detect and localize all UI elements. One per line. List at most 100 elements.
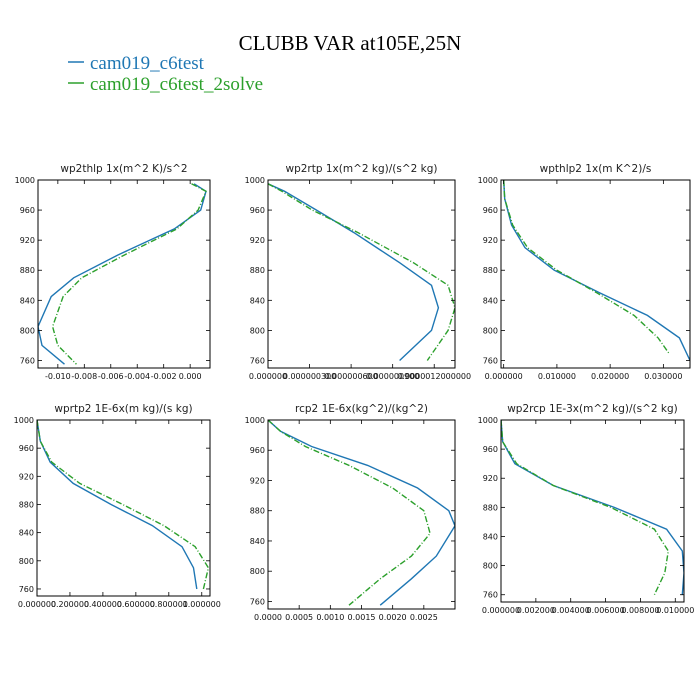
panel-3: wpthlp2 1x(m K^2)/s 760 800 840 880 920 960 100… <box>478 163 691 381</box>
x-tick-label: 0.000000900 <box>366 372 419 381</box>
x-tick-label: 0.000 <box>179 372 202 381</box>
y-tick-label: 920 <box>250 236 265 245</box>
x-tick-label: 1.000000 <box>183 600 221 609</box>
x-tick-label: -0.002 <box>151 372 177 381</box>
panel-title: wpthlp2 1x(m K^2)/s <box>540 163 652 175</box>
y-tick-label: 840 <box>250 296 265 305</box>
x-tick-label: 0.002000 <box>517 606 555 615</box>
panel-5: rcp2 1E-6x(kg^2)/(kg^2) 760 800 840 880 920 96… <box>245 403 456 622</box>
panel-title: wp2rcp 1E-3x(m^2 kg)/(s^2 kg) <box>507 403 678 415</box>
legend-label-2: cam019_c6test_2solve <box>90 74 263 95</box>
y-tick-label: 800 <box>250 326 265 335</box>
x-tick-label: 0.004000 <box>552 606 590 615</box>
panel-title: wprtp2 1E-6x(m kg)/(s kg) <box>54 403 192 415</box>
y-tick-label: 1000 <box>245 416 265 425</box>
panel-frame <box>500 179 691 369</box>
x-tick-label: 0.006000 <box>586 606 624 615</box>
y-tick-label: 920 <box>483 236 498 245</box>
panel-title: wp2thlp 1x(m^2 K)/s^2 <box>60 163 187 175</box>
y-tick-label: 960 <box>483 445 498 454</box>
y-tick-label: 800 <box>483 326 498 335</box>
y-tick-label: 1000 <box>14 416 34 425</box>
x-tick-label: 0.008000 <box>621 606 659 615</box>
y-tick-label: 840 <box>483 532 498 541</box>
panel-frame <box>267 179 456 369</box>
y-tick-label: 880 <box>19 500 34 509</box>
x-tick-label: 0.400000 <box>84 600 122 609</box>
panel-2: wp2rtp 1x(m^2 kg)/(s^2 kg) 760 800 840 880 92… <box>245 163 471 381</box>
x-tick-label: 0.000000 <box>18 600 56 609</box>
y-tick-label: 920 <box>20 236 35 245</box>
x-tick-label: 0.0000012000000 <box>397 372 471 381</box>
x-tick-label: 0.0020 <box>379 613 407 622</box>
series-line-2 <box>268 420 431 606</box>
x-tick-label: 0.000000300 <box>283 372 336 381</box>
panel-title: wp2rtp 1x(m^2 kg)/(s^2 kg) <box>285 163 437 175</box>
y-tick-label: 880 <box>250 266 265 275</box>
figure-title: CLUBB VAR at105E,25N <box>239 31 462 55</box>
y-tick-label: 760 <box>250 356 265 365</box>
series-line-2 <box>268 183 455 361</box>
x-tick-label: 0.0015 <box>348 613 376 622</box>
y-tick-label: 960 <box>20 206 35 215</box>
x-tick-label: 0.0010 <box>316 613 344 622</box>
y-tick-label: 920 <box>19 472 34 481</box>
panel-frame <box>500 419 685 603</box>
x-tick-label: 0.0025 <box>410 613 438 622</box>
y-tick-label: 960 <box>19 444 34 453</box>
y-tick-label: 960 <box>483 206 498 215</box>
y-tick-label: 920 <box>483 474 498 483</box>
legend: cam019_c6test cam019_c6test_2solve <box>68 53 263 95</box>
x-tick-label: 0.600000 <box>117 600 155 609</box>
series-line-2 <box>503 180 670 354</box>
x-tick-label: -0.010 <box>45 372 71 381</box>
panel-4: wprtp2 1E-6x(m kg)/(s kg) 760 800 840 880 920… <box>14 403 221 609</box>
x-tick-label: 0.030000 <box>644 372 682 381</box>
series-line-1 <box>268 183 440 362</box>
panels: wp2thlp 1x(m^2 K)/s^2 760 800 840 880 920 960 1… <box>14 163 695 622</box>
y-tick-label: 800 <box>20 326 35 335</box>
legend-label-1: cam019_c6test <box>90 53 205 74</box>
series-line-2 <box>37 420 210 590</box>
x-tick-label: -0.008 <box>71 372 97 381</box>
y-tick-label: 880 <box>20 266 35 275</box>
series-line-1 <box>268 420 455 606</box>
x-tick-label: 0.000000600 <box>324 372 377 381</box>
y-tick-label: 760 <box>20 356 35 365</box>
y-tick-label: 920 <box>250 476 265 485</box>
x-tick-label: 0.000000 <box>249 372 287 381</box>
y-tick-label: 960 <box>250 206 265 215</box>
y-tick-label: 800 <box>250 567 265 576</box>
y-tick-label: 760 <box>250 597 265 606</box>
y-tick-label: 1000 <box>245 176 265 185</box>
x-tick-label: -0.004 <box>124 372 150 381</box>
series-line-2 <box>501 420 670 596</box>
x-tick-label: 0.200000 <box>51 600 89 609</box>
y-tick-label: 880 <box>483 503 498 512</box>
y-tick-label: 760 <box>483 356 498 365</box>
y-tick-label: 880 <box>483 266 498 275</box>
x-tick-label: 0.000000 <box>482 606 520 615</box>
panel-6: wp2rcp 1E-3x(m^2 kg)/(s^2 kg) 760 800 840 88… <box>478 403 695 615</box>
x-tick-label: -0.006 <box>98 372 124 381</box>
panel-frame <box>36 419 211 597</box>
y-tick-label: 840 <box>19 529 34 538</box>
x-tick-label: 0.010000 <box>656 606 694 615</box>
y-tick-label: 760 <box>483 591 498 600</box>
x-tick-label: 0.0005 <box>285 613 313 622</box>
panel-1: wp2thlp 1x(m^2 K)/s^2 760 800 840 880 920 960 1… <box>15 163 211 381</box>
x-tick-label: 0.000000 <box>485 372 523 381</box>
x-tick-label: 0.020000 <box>591 372 629 381</box>
series-line-1 <box>37 420 198 590</box>
x-tick-label: 0.010000 <box>538 372 576 381</box>
y-tick-label: 1000 <box>15 176 35 185</box>
x-tick-label: 0.800000 <box>150 600 188 609</box>
y-tick-label: 760 <box>19 585 34 594</box>
y-tick-label: 840 <box>483 296 498 305</box>
y-tick-label: 800 <box>483 562 498 571</box>
y-tick-label: 960 <box>250 446 265 455</box>
x-tick-label: 0.0000 <box>254 613 282 622</box>
panel-frame <box>37 179 211 369</box>
